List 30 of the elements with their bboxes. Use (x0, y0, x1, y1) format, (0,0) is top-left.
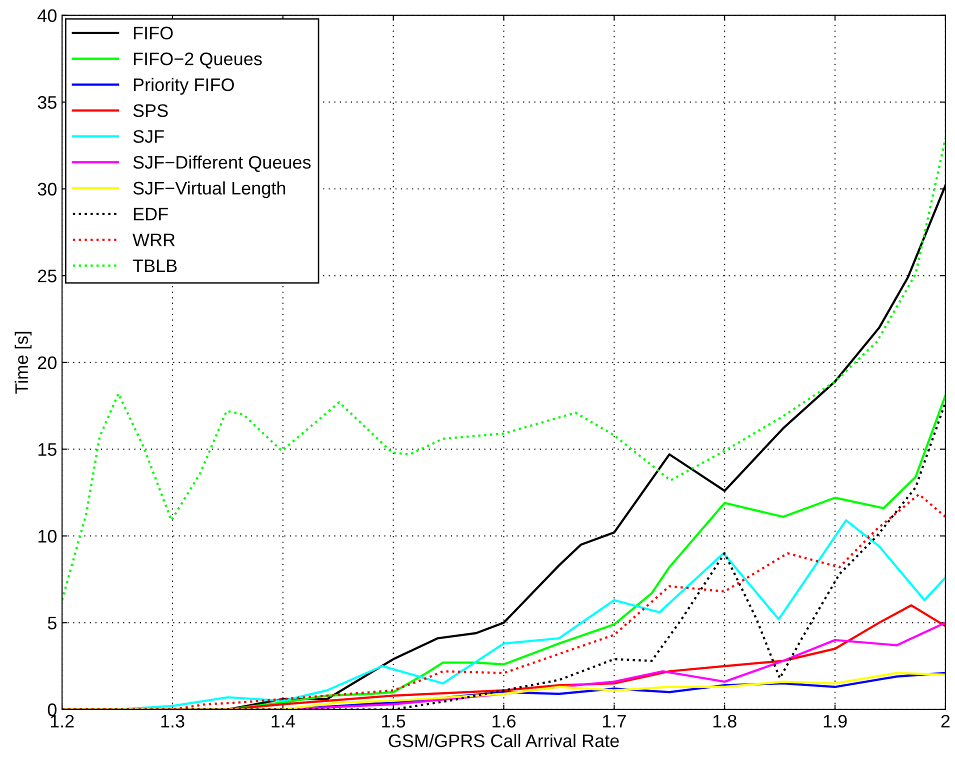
legend-label: FIFO−2 Queues (134, 52, 262, 69)
legend-label: Priority FIFO (134, 78, 234, 95)
legend-label: SPS (133, 104, 168, 118)
legend-label: FIFO (134, 26, 173, 40)
legend-label: SJF−Virtual Length (133, 181, 286, 198)
y-tick-label: 35 (38, 96, 56, 109)
x-tick-label: 1.8 (713, 714, 736, 728)
y-tick-label: 0 (48, 703, 57, 716)
legend-label: SJF−Different Queues (133, 155, 311, 172)
y-tick-label: 10 (38, 530, 57, 543)
legend-label: SJF (133, 130, 164, 143)
x-tick-label: 1.7 (603, 715, 626, 728)
x-tick-label: 1.5 (382, 715, 406, 728)
y-tick-label: 15 (38, 443, 56, 456)
legend-label: WRR (132, 234, 175, 246)
x-tick-label: 1.9 (824, 714, 847, 728)
x-tick-label: 1.2 (50, 714, 74, 728)
legend-label: TBLB (132, 260, 177, 272)
y-tick-label: 20 (38, 356, 57, 370)
y-tick-label: 30 (38, 182, 57, 196)
y-tick-label: 5 (48, 616, 56, 630)
x-tick-label: 1.6 (492, 714, 516, 728)
y-axis-title: Time [s] (14, 332, 32, 394)
x-tick-label: 1.3 (161, 714, 184, 728)
legend-label: EDF (134, 208, 168, 220)
y-tick-label: 25 (38, 270, 56, 282)
y-tick-label: 40 (38, 9, 57, 22)
x-axis-title: GSM/GPRS Call Arrival Rate (388, 734, 619, 748)
x-tick-label: 2 (941, 714, 950, 728)
x-tick-label: 1.4 (272, 715, 295, 728)
